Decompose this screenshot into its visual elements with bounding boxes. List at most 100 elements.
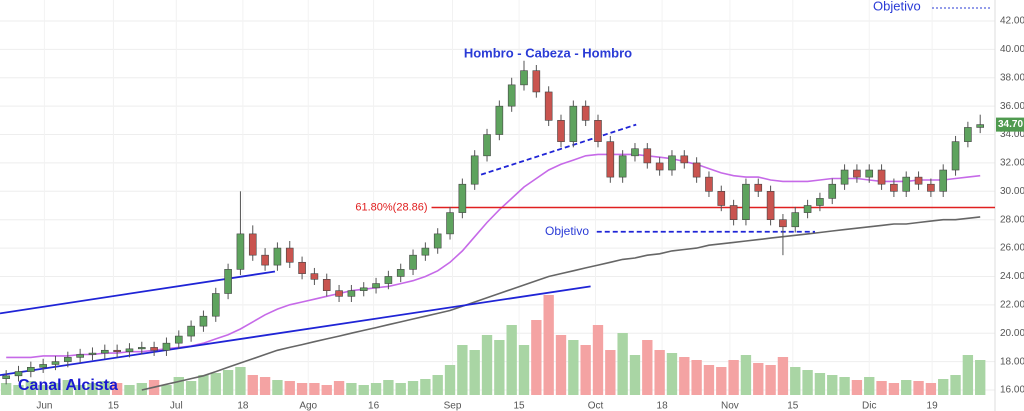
volume-bar xyxy=(50,383,61,395)
volume-bar xyxy=(321,385,332,395)
volume-bar xyxy=(185,381,197,395)
candle-body xyxy=(766,191,775,220)
candle-body xyxy=(285,247,294,263)
volume-bar xyxy=(728,360,739,395)
volume-bar xyxy=(790,367,801,395)
volume-bar xyxy=(740,355,752,395)
candle-body xyxy=(39,364,47,368)
candle-body xyxy=(51,361,60,365)
volume-bar xyxy=(901,380,912,395)
candle-body xyxy=(816,198,824,206)
candle-body xyxy=(359,287,368,291)
volume-bar xyxy=(13,385,24,395)
volume-bar xyxy=(62,380,73,395)
volume-bar xyxy=(259,377,271,395)
candle-body xyxy=(606,141,615,178)
candle-body xyxy=(927,183,935,192)
volume-bar xyxy=(198,375,209,395)
candle-body xyxy=(557,120,565,142)
volume-bar xyxy=(25,381,37,395)
x-tick-label: Sep xyxy=(444,401,462,411)
volume-bar xyxy=(74,385,86,395)
y-tick-label: 32.00 xyxy=(1000,158,1024,169)
candle-body xyxy=(643,148,652,164)
candle-body xyxy=(14,371,23,377)
candle-body xyxy=(150,347,158,351)
x-tick-label: 16 xyxy=(368,401,380,411)
volume-bar xyxy=(851,380,863,395)
candle-body xyxy=(347,290,356,297)
candle-body xyxy=(791,212,800,228)
volume-bar xyxy=(87,383,98,395)
candle-body xyxy=(618,155,627,178)
volume-bar xyxy=(444,365,456,395)
volume-bar xyxy=(876,381,887,395)
volume-bar xyxy=(814,373,826,395)
candle-body xyxy=(433,233,442,249)
volume-bar xyxy=(272,380,283,395)
volume xyxy=(0,295,986,395)
y-tick-label: 20.00 xyxy=(1000,328,1024,339)
candle-body xyxy=(853,169,861,178)
candle-body xyxy=(298,261,306,274)
x-tick-label: 18 xyxy=(657,401,669,411)
candle-body xyxy=(372,283,380,289)
volume-bar xyxy=(124,385,135,395)
volume-bar xyxy=(136,383,147,395)
volume-bar xyxy=(691,360,702,395)
candle-body xyxy=(2,375,10,379)
volume-bar xyxy=(235,367,246,395)
y-tick-label: 28.00 xyxy=(1000,214,1024,225)
candle-body xyxy=(594,120,602,142)
volume-bar xyxy=(654,350,665,395)
candle-body xyxy=(890,183,898,192)
volume-bar xyxy=(161,385,172,395)
candle-body xyxy=(717,191,726,206)
volume-bar xyxy=(568,340,579,395)
candle-body xyxy=(261,254,269,266)
volume-bar xyxy=(481,335,493,395)
candle-body xyxy=(248,233,257,256)
volume-bar xyxy=(432,375,443,395)
volume-bar xyxy=(975,360,986,395)
candle-body xyxy=(101,349,109,354)
candle-body xyxy=(273,247,282,266)
candle-body xyxy=(470,155,479,185)
candle-body xyxy=(569,105,578,142)
candle-body xyxy=(914,176,923,185)
volume-bar xyxy=(765,365,776,395)
x-tick-label: 15 xyxy=(108,401,120,411)
volume-bar xyxy=(777,357,789,395)
candle-body xyxy=(421,247,430,256)
x-tick-label: Dic xyxy=(862,401,876,411)
x-tick-label: Ago xyxy=(299,401,317,411)
candle-body xyxy=(939,169,948,192)
candle-body xyxy=(187,325,195,337)
candle-body xyxy=(680,155,689,164)
volume-bar xyxy=(753,363,764,395)
candle-body xyxy=(532,70,541,93)
candle-body xyxy=(483,134,491,157)
candle-body xyxy=(64,357,72,362)
volume-bar xyxy=(222,370,234,395)
y-tick-label: 42.00 xyxy=(1000,16,1024,27)
x-tick-label: Jul xyxy=(170,401,183,411)
price-tag-label: 34.70 xyxy=(998,119,1023,130)
candle-body xyxy=(322,278,331,291)
candle-body xyxy=(877,169,886,185)
volume-bar xyxy=(605,350,616,395)
candle-body xyxy=(655,162,664,171)
volume-bar xyxy=(395,383,406,395)
y-tick-label: 38.00 xyxy=(1000,72,1024,83)
candle-body xyxy=(335,290,343,297)
volume-bar xyxy=(580,345,591,395)
candle-body xyxy=(976,124,985,128)
y-tick-label: 26.00 xyxy=(1000,243,1024,254)
volume-bar xyxy=(617,333,628,395)
volume-bar xyxy=(173,377,184,395)
volume-bar xyxy=(938,379,949,395)
candle-body xyxy=(865,169,874,178)
candle-body xyxy=(507,84,516,107)
y-tick-label: 34.00 xyxy=(1000,129,1024,140)
candle-body xyxy=(631,148,639,157)
